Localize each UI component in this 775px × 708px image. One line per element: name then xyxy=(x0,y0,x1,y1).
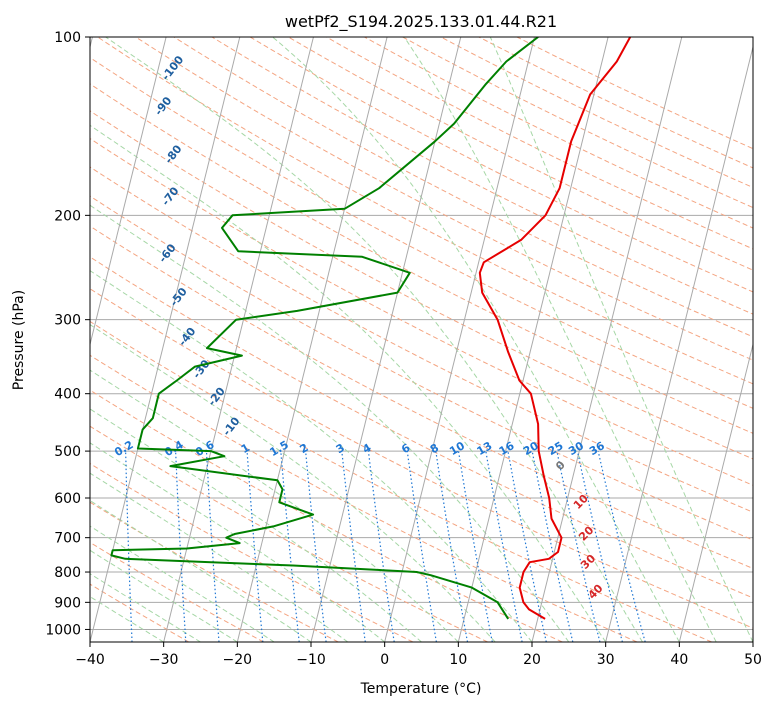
y-tick-label: 900 xyxy=(54,595,81,611)
mixing-ratio-line xyxy=(457,451,493,642)
isotherm-line xyxy=(678,342,753,642)
x-tick-label: 50 xyxy=(744,652,762,668)
dry-adiabat-line xyxy=(326,37,753,250)
mixing-ratio-line xyxy=(305,451,327,642)
mixing-ratio-line xyxy=(485,451,523,642)
dry-adiabat-line xyxy=(90,462,414,642)
x-axis-label: Temperature (°C) xyxy=(360,681,482,697)
mixing-ratio-line xyxy=(406,451,437,642)
dry-adiabat-line xyxy=(90,256,753,599)
mixing-ratio-line xyxy=(435,451,469,642)
y-tick-label: 700 xyxy=(54,531,81,547)
temperature-profile-line xyxy=(478,37,632,620)
y-tick-label: 300 xyxy=(54,313,81,329)
mixing-ratio-line xyxy=(597,450,646,642)
mixing-ratio-lines xyxy=(125,450,646,642)
dry-adiabat-line xyxy=(211,37,753,315)
dry-adiabat-line xyxy=(135,37,753,361)
dry-adiabat-line xyxy=(516,37,753,150)
moist-adiabat-line xyxy=(489,37,753,642)
isotherm-line xyxy=(236,37,388,642)
isotherm-line xyxy=(90,37,167,347)
dry-adiabat-line xyxy=(90,110,753,460)
isotherms xyxy=(90,37,753,642)
y-tick-label: 200 xyxy=(54,208,81,224)
isotherm-line xyxy=(531,37,683,642)
moist-adiabat-line xyxy=(90,324,496,642)
dry-adiabat-line xyxy=(90,288,753,629)
y-tick-label: 800 xyxy=(54,565,81,581)
x-axis-ticks: −40 −30 −20 −10 0 10 20 30 40 50 xyxy=(75,642,762,668)
dry-adiabat-line xyxy=(90,225,753,570)
y-tick-label: 400 xyxy=(54,387,81,403)
dry-adiabat-line xyxy=(364,37,753,229)
mixing-ratio-line xyxy=(341,451,366,642)
isotherm-line xyxy=(605,44,753,642)
x-tick-label: 0 xyxy=(380,652,389,668)
x-tick-label: 20 xyxy=(523,652,541,668)
x-tick-label: 40 xyxy=(670,652,688,668)
y-axis-label: Pressure (hPa) xyxy=(11,290,27,390)
dry-adiabat-line xyxy=(90,320,712,642)
moist-adiabat-line xyxy=(272,37,680,642)
isotherm-line xyxy=(310,37,462,642)
dry-adiabats xyxy=(90,37,753,642)
chart-title: wetPf2_S194.2025.133.01.44.R21 xyxy=(285,12,557,32)
dry-adiabat-line xyxy=(478,37,753,169)
dewpoint-profile-line xyxy=(110,37,539,620)
dry-adiabat-line xyxy=(173,37,753,338)
moist-adiabat-line xyxy=(90,204,570,642)
isotherm-line xyxy=(90,37,241,642)
plot-area: 0.10.20.40.611.52346810131620253036-100-… xyxy=(90,37,753,642)
mixing-ratio-line xyxy=(367,451,395,642)
mixing-ratio-line xyxy=(576,450,623,642)
mixing-ratio-line xyxy=(507,450,547,642)
y-tick-label: 100 xyxy=(54,30,81,46)
pressure-gridlines xyxy=(90,37,753,630)
x-tick-label: −40 xyxy=(75,652,105,668)
moist-adiabat-line xyxy=(90,369,459,642)
x-tick-label: −30 xyxy=(149,652,179,668)
y-tick-label: 500 xyxy=(54,444,81,460)
y-tick-label: 1000 xyxy=(45,622,81,638)
isotherm-line xyxy=(384,37,535,642)
moist-adiabat-line xyxy=(90,500,312,642)
dry-adiabat-line xyxy=(288,37,753,271)
x-tick-label: −10 xyxy=(296,652,326,668)
plot-frame xyxy=(89,36,754,643)
y-axis-ticks: 1000 900 800 700 600 500 400 300 200 100 xyxy=(45,30,90,638)
moist-adiabat-line xyxy=(90,124,607,642)
dry-adiabat-line xyxy=(90,83,753,434)
y-tick-label: 600 xyxy=(54,491,81,507)
mixing-ratio-line xyxy=(531,450,574,642)
moist-adiabat-line xyxy=(403,37,717,642)
moist-adiabat-line xyxy=(90,408,422,642)
x-tick-label: 30 xyxy=(597,652,615,668)
profile-series xyxy=(110,37,632,620)
isotherm-line xyxy=(163,37,314,642)
moist-adiabat-line xyxy=(90,472,349,642)
isotherm-line xyxy=(457,37,609,642)
dry-adiabat-line xyxy=(90,57,753,409)
moist-adiabat-line xyxy=(90,442,386,642)
x-tick-label: 10 xyxy=(449,652,467,668)
mixing-ratio-line xyxy=(556,450,601,642)
moist-adiabats xyxy=(90,37,753,642)
x-tick-label: −20 xyxy=(223,652,253,668)
